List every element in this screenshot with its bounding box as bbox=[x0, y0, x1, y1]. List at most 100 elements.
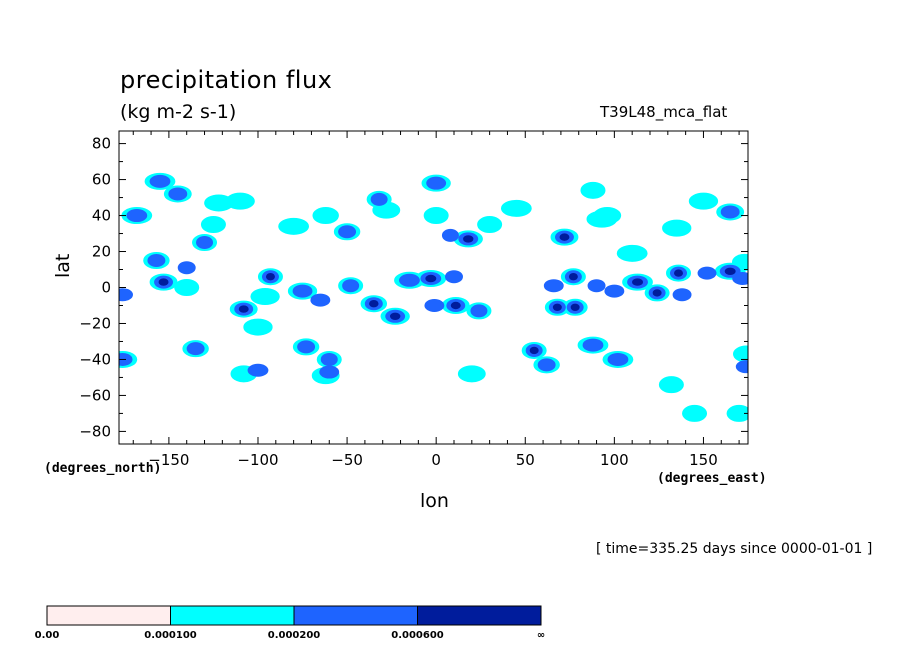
x-tick-label: −100 bbox=[237, 451, 278, 469]
y-tick-label: −60 bbox=[79, 386, 111, 404]
contour-region-level-2 bbox=[370, 192, 388, 206]
chart-title: precipitation flux bbox=[120, 66, 333, 94]
contour-region-level-3 bbox=[238, 305, 249, 313]
contour-region-level-2 bbox=[297, 340, 316, 354]
contour-region-level-1 bbox=[682, 404, 708, 422]
x-tick-label: −150 bbox=[148, 451, 189, 469]
colorbar-swatch bbox=[170, 605, 295, 626]
contour-region-level-2 bbox=[543, 279, 564, 293]
contour-region-level-2 bbox=[342, 279, 360, 293]
contour-region-level-2 bbox=[196, 236, 214, 250]
contour-region-level-3 bbox=[568, 273, 578, 281]
colorbar-swatch bbox=[46, 605, 171, 626]
contour-region-level-2 bbox=[292, 284, 313, 298]
contour-region-level-1 bbox=[457, 365, 486, 383]
contour-region-level-3 bbox=[652, 289, 662, 297]
contour-region-level-2 bbox=[426, 176, 447, 190]
colorbar-label: 0.000600 bbox=[391, 630, 444, 641]
contour-region-level-2 bbox=[319, 365, 340, 379]
contour-region-level-2 bbox=[126, 209, 148, 223]
contour-region-level-1 bbox=[726, 404, 748, 422]
contour-region-level-2 bbox=[445, 270, 463, 284]
contour-region-level-2 bbox=[607, 352, 629, 366]
y-tick-label: −20 bbox=[79, 314, 111, 332]
contour-region-level-1 bbox=[477, 216, 503, 234]
contour-region-level-2 bbox=[604, 284, 625, 298]
contour-region-level-2 bbox=[177, 261, 196, 275]
time-label: [ time=335.25 days since 0000-01-01 ] bbox=[596, 541, 873, 557]
y-axis-units: (degrees_north) bbox=[44, 461, 162, 476]
y-tick-label: −40 bbox=[79, 350, 111, 368]
contour-region-level-1 bbox=[204, 194, 234, 212]
y-tick-label: 0 bbox=[101, 279, 111, 297]
x-tick-label: 0 bbox=[431, 451, 441, 469]
chart-units: (kg m-2 s-1) bbox=[120, 101, 237, 123]
contour-region-level-1 bbox=[688, 192, 719, 210]
contour-region-level-2 bbox=[147, 254, 166, 268]
contour-region-level-1 bbox=[200, 216, 226, 234]
x-tick-label: 150 bbox=[689, 451, 718, 469]
y-tick-label: −80 bbox=[79, 422, 111, 440]
y-tick-label: 80 bbox=[92, 135, 111, 153]
contour-region-level-2 bbox=[424, 298, 445, 312]
contour-region-level-2 bbox=[537, 358, 556, 372]
contour-region-level-3 bbox=[570, 303, 580, 311]
contour-region-level-2 bbox=[168, 187, 188, 201]
contour-region-level-3 bbox=[674, 269, 684, 277]
colorbar-swatch bbox=[417, 605, 542, 626]
contour-region-level-1 bbox=[278, 217, 310, 235]
x-tick-label: 100 bbox=[600, 451, 629, 469]
contour-region-level-3 bbox=[158, 278, 169, 286]
contour-region-level-3 bbox=[450, 301, 461, 310]
contour-region-level-1 bbox=[580, 181, 606, 199]
contour-region-level-2 bbox=[672, 288, 692, 302]
contour-region-level-2 bbox=[119, 288, 133, 302]
x-axis-units: (degrees_east) bbox=[657, 471, 767, 486]
contour-region-level-2 bbox=[720, 205, 740, 219]
contour-region-level-3 bbox=[369, 299, 379, 308]
contour-region-level-1 bbox=[243, 318, 273, 336]
colorbar-swatch bbox=[293, 605, 418, 626]
contour-region-level-1 bbox=[423, 207, 449, 225]
model-name: T39L48_mca_flat bbox=[600, 103, 728, 121]
contour-region-level-2 bbox=[732, 272, 748, 286]
contour-region-level-1 bbox=[658, 376, 684, 394]
contour-region-level-3 bbox=[529, 346, 539, 355]
contour-region-level-1 bbox=[586, 210, 618, 228]
contour-region-level-2 bbox=[186, 342, 205, 356]
contour-region-level-2 bbox=[582, 338, 604, 352]
colorbar-label: 0.000100 bbox=[144, 630, 197, 641]
contour-region-level-2 bbox=[441, 228, 459, 242]
contour-region-level-2 bbox=[587, 279, 606, 293]
contour-region-level-1 bbox=[174, 279, 200, 296]
y-tick-label: 40 bbox=[92, 207, 111, 225]
contour-region-level-2 bbox=[697, 266, 717, 280]
contour-region-level-2 bbox=[338, 225, 357, 239]
contour-region-level-3 bbox=[552, 303, 562, 311]
x-tick-label: 50 bbox=[516, 451, 535, 469]
contour-region-level-1 bbox=[500, 199, 532, 217]
contour-region-level-1 bbox=[616, 244, 648, 262]
contour-region-level-3 bbox=[463, 235, 474, 243]
contour-region-level-2 bbox=[149, 174, 171, 188]
contour-region-level-3 bbox=[724, 267, 736, 276]
contour-region-level-2 bbox=[320, 352, 338, 366]
y-tick-label: 60 bbox=[92, 171, 111, 189]
contour-region-level-1 bbox=[662, 219, 692, 237]
contour-region-level-3 bbox=[265, 273, 275, 281]
contour-region-level-1 bbox=[250, 287, 280, 305]
contour-region-level-3 bbox=[425, 274, 437, 283]
colorbar-label: 0.00 bbox=[35, 630, 60, 641]
y-tick-label: 20 bbox=[92, 243, 111, 261]
contour-region-level-3 bbox=[389, 312, 401, 320]
contour-region-level-3 bbox=[632, 278, 643, 286]
contour-region-level-2 bbox=[735, 360, 748, 374]
colorbar-label: ∞ bbox=[537, 630, 545, 641]
contour-region-level-2 bbox=[399, 273, 420, 287]
contour-region-level-2 bbox=[470, 304, 488, 318]
contour-region-level-1 bbox=[312, 207, 339, 225]
contour-region-level-3 bbox=[559, 233, 570, 241]
contour-region-level-2 bbox=[247, 363, 269, 377]
x-tick-label: −50 bbox=[331, 451, 363, 469]
